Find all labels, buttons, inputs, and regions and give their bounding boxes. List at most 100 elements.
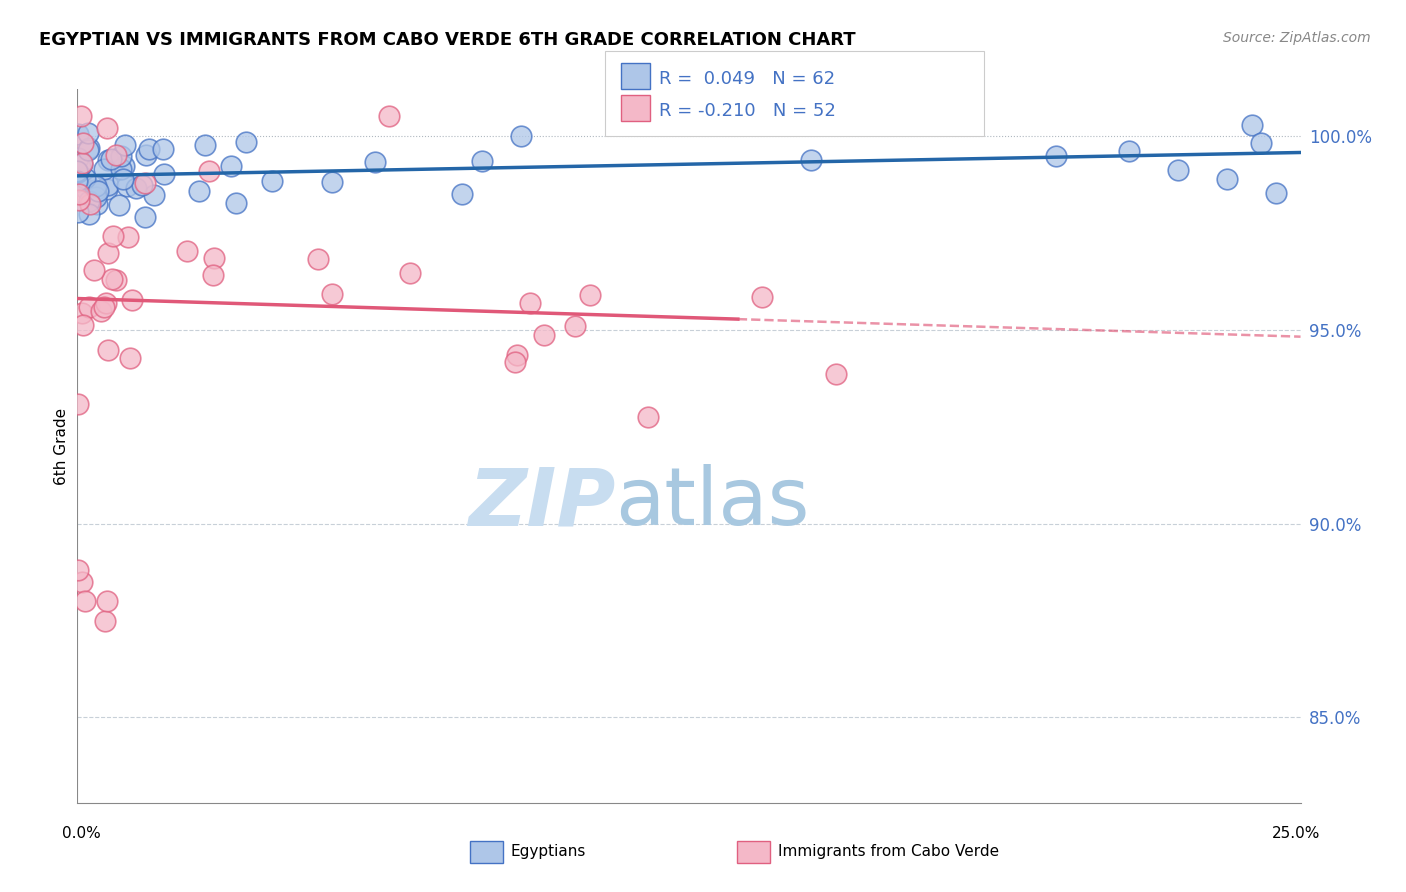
Point [84, 183, 107, 197]
Point [121, 293, 143, 307]
Point [503, 355, 526, 369]
Point [87, 184, 110, 198]
Point [94, 296, 117, 310]
Point [800, 153, 823, 167]
Point [70, 306, 93, 320]
Point [67, 563, 90, 577]
Point [471, 154, 494, 169]
Point [321, 286, 343, 301]
Point [1118, 145, 1140, 159]
Point [70, 109, 93, 123]
Point [101, 229, 124, 244]
Point [1216, 171, 1239, 186]
Point [637, 409, 659, 424]
Point [66, 174, 89, 188]
Point [79, 141, 101, 155]
Point [96, 121, 118, 136]
Point [77, 207, 100, 221]
Text: R = -0.210   N = 52: R = -0.210 N = 52 [659, 102, 837, 120]
Point [73, 170, 96, 185]
Point [112, 159, 135, 173]
Point [83, 262, 105, 277]
Point [198, 164, 221, 178]
Point [120, 351, 142, 365]
Point [152, 142, 174, 156]
Point [111, 172, 134, 186]
Point [125, 180, 148, 194]
Point [66, 165, 89, 179]
Point [75, 182, 97, 196]
Point [578, 288, 600, 302]
Point [117, 229, 139, 244]
Point [101, 272, 124, 286]
Text: Egyptians: Egyptians [510, 845, 586, 859]
Point [70, 157, 93, 171]
Point [67, 186, 90, 201]
Point [451, 186, 474, 201]
Point [84, 189, 107, 203]
Point [66, 204, 89, 219]
Point [509, 129, 531, 144]
Point [187, 184, 209, 198]
Point [225, 196, 247, 211]
Point [201, 268, 224, 283]
Point [519, 296, 541, 310]
Point [66, 163, 89, 178]
Point [86, 179, 108, 194]
Point [824, 367, 846, 381]
Point [1167, 163, 1189, 178]
Point [66, 127, 89, 141]
Point [564, 319, 586, 334]
Point [72, 136, 94, 150]
Point [107, 198, 129, 212]
Text: Source: ZipAtlas.com: Source: ZipAtlas.com [1223, 31, 1371, 45]
Point [1045, 149, 1067, 163]
Point [97, 178, 120, 192]
Text: R =  0.049   N = 62: R = 0.049 N = 62 [659, 70, 835, 88]
Point [76, 126, 98, 140]
Point [100, 152, 122, 166]
Point [131, 178, 153, 193]
Text: ZIP: ZIP [468, 464, 616, 542]
Point [262, 174, 284, 188]
Point [176, 244, 198, 259]
Point [235, 136, 257, 150]
Point [114, 138, 136, 153]
Point [77, 300, 100, 314]
Point [93, 300, 115, 314]
Point [202, 251, 225, 265]
Point [194, 137, 217, 152]
Point [946, 113, 969, 128]
Point [117, 179, 139, 194]
Point [77, 194, 100, 209]
Point [67, 193, 90, 207]
Point [105, 148, 128, 162]
Point [1250, 136, 1272, 150]
Point [364, 155, 387, 169]
Point [67, 151, 90, 165]
Point [70, 156, 93, 170]
Text: 0.0%: 0.0% [62, 826, 101, 840]
Point [97, 246, 120, 260]
Point [506, 348, 529, 362]
Point [1240, 118, 1263, 132]
Y-axis label: 6th Grade: 6th Grade [53, 408, 69, 484]
Text: Immigrants from Cabo Verde: Immigrants from Cabo Verde [778, 845, 998, 859]
Point [97, 153, 120, 168]
Point [66, 165, 89, 179]
Point [76, 143, 98, 157]
Point [84, 186, 107, 201]
Point [97, 343, 120, 358]
Point [307, 252, 329, 266]
Point [751, 290, 773, 304]
Point [72, 318, 94, 333]
Text: atlas: atlas [616, 464, 810, 542]
Point [398, 266, 420, 280]
Point [321, 175, 343, 189]
Point [134, 210, 156, 224]
Point [79, 196, 101, 211]
Point [75, 594, 97, 608]
Point [219, 159, 242, 173]
Point [96, 594, 118, 608]
Point [93, 162, 115, 177]
